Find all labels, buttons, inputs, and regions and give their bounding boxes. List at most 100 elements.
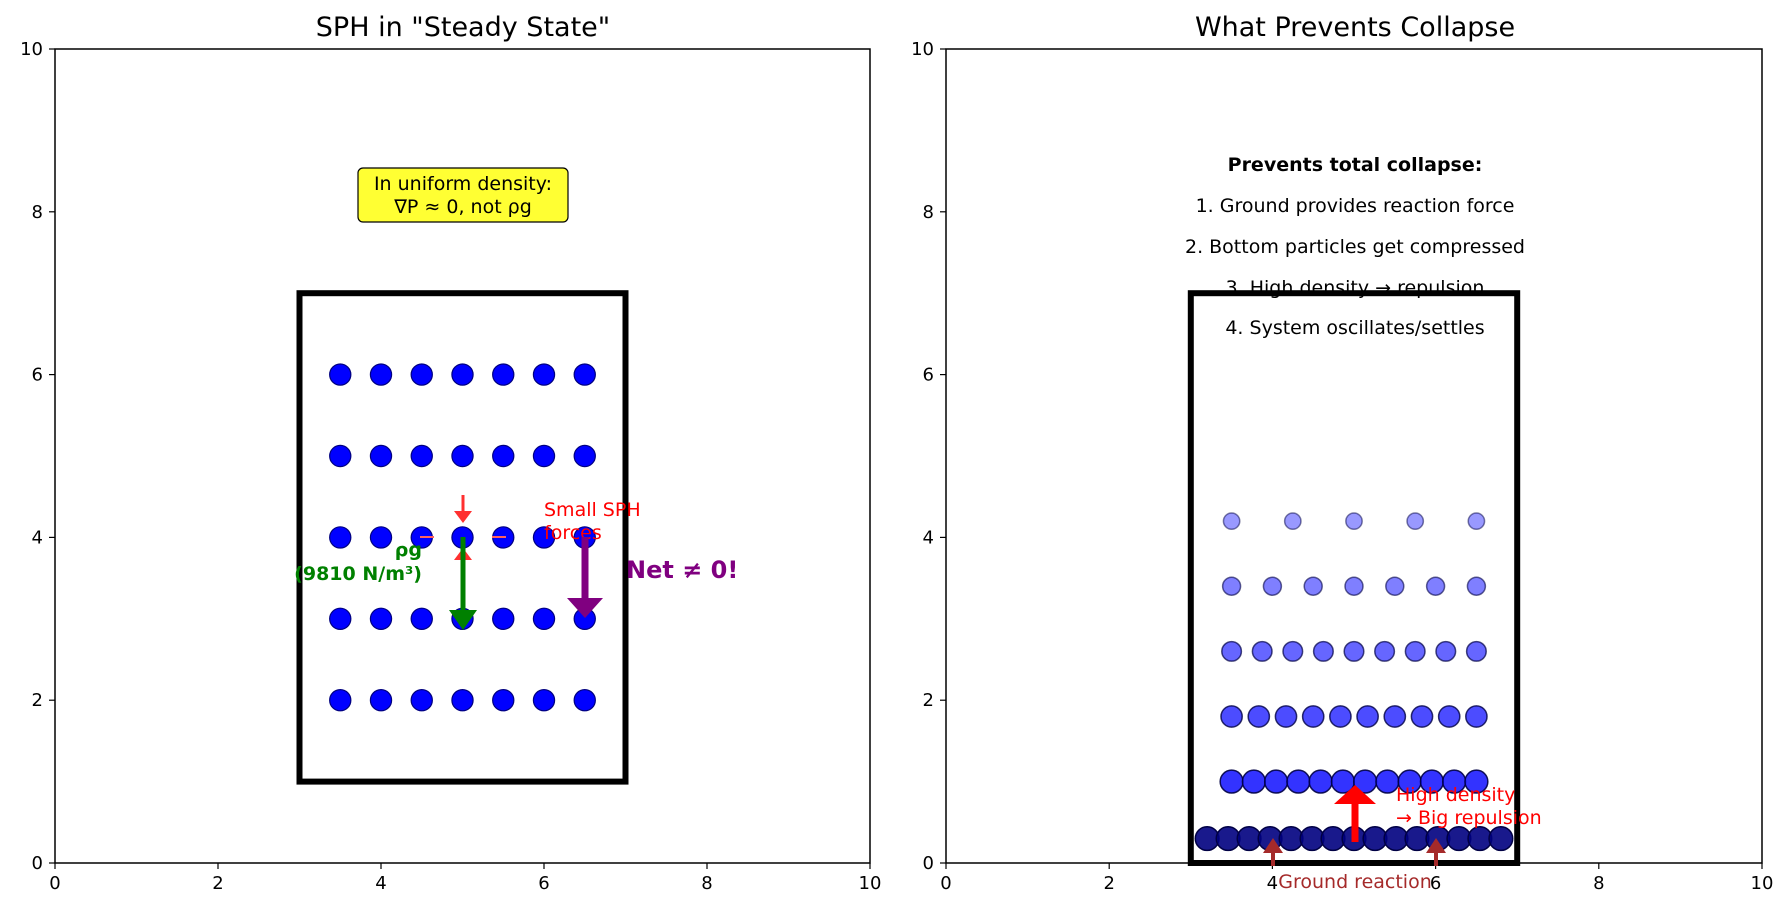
particle xyxy=(1329,705,1352,728)
particle xyxy=(1435,640,1457,662)
particle xyxy=(1467,512,1486,531)
particle xyxy=(492,689,515,712)
particle xyxy=(1374,640,1396,662)
gravity-arrow xyxy=(449,537,477,630)
x-tick-label: 2 xyxy=(212,873,223,894)
sph-label-line-1: Small SPH xyxy=(544,499,641,521)
particle xyxy=(1464,769,1489,794)
left-panel: SPH in "Steady State" 0 2 4 6 8 10 0 2 4 6 8 10 In … xyxy=(20,12,881,894)
particle xyxy=(1251,640,1273,662)
particle xyxy=(410,689,433,712)
particle xyxy=(329,607,352,630)
particle xyxy=(410,607,433,630)
y-tick-label: 2 xyxy=(923,690,934,711)
net-arrow-head xyxy=(567,598,603,618)
x-tick-label: 2 xyxy=(1103,873,1114,894)
particle xyxy=(1466,576,1487,596)
particle xyxy=(369,689,393,712)
particle xyxy=(573,689,596,712)
particle xyxy=(532,363,556,386)
particle xyxy=(1278,825,1304,852)
particle xyxy=(1286,769,1311,794)
y-tick-label: 0 xyxy=(32,853,43,874)
explanation-heading: Prevents total collapse: xyxy=(1228,154,1483,176)
particle xyxy=(1299,825,1325,852)
particle xyxy=(532,526,556,549)
particle xyxy=(451,444,474,468)
y-tick-label: 4 xyxy=(32,527,43,548)
particle xyxy=(1362,825,1388,852)
particle xyxy=(369,444,393,468)
gravity-arrow-head xyxy=(449,610,477,630)
particle xyxy=(1383,825,1409,852)
particle xyxy=(1194,825,1220,852)
particle xyxy=(492,444,515,468)
left-axis-ticks: 0 2 4 6 8 10 0 2 4 6 8 10 xyxy=(20,39,881,894)
x-tick-label: 0 xyxy=(49,873,60,894)
right-panel: What Prevents Collapse 0 2 4 6 8 10 0 2 4 6 8 10 Pr… xyxy=(911,12,1773,894)
particle xyxy=(1215,825,1241,852)
ground-reaction-arrows xyxy=(1263,838,1446,866)
particle xyxy=(1303,576,1323,596)
particle xyxy=(451,689,474,712)
x-tick-label: 8 xyxy=(701,873,712,894)
net-label: Net ≠ 0! xyxy=(626,556,738,584)
particle xyxy=(532,689,556,712)
particle xyxy=(1222,512,1241,531)
particle xyxy=(1282,640,1304,662)
particle xyxy=(492,607,515,630)
gravity-label-line-1: ρg xyxy=(395,539,422,561)
collapse-explanation: Prevents total collapse: 1. Ground provi… xyxy=(1185,154,1525,339)
particle xyxy=(1488,825,1514,852)
explanation-step-1: 1. Ground provides reaction force xyxy=(1196,195,1515,217)
x-tick-label: 4 xyxy=(375,873,386,894)
particle xyxy=(1356,705,1379,728)
particle xyxy=(1262,576,1283,596)
ground-arrow-right-head xyxy=(1426,838,1446,853)
x-tick-label: 4 xyxy=(1267,873,1278,894)
explanation-step-4: 4. System oscillates/settles xyxy=(1225,317,1484,339)
particle xyxy=(1383,705,1407,728)
particle xyxy=(532,607,556,630)
right-particles xyxy=(1194,512,1514,852)
y-tick-label: 6 xyxy=(32,365,43,386)
left-axes-frame xyxy=(54,48,871,864)
y-tick-label: 2 xyxy=(32,690,43,711)
y-tick-label: 4 xyxy=(923,527,934,548)
particle xyxy=(369,607,393,630)
sph-arrow-top-head xyxy=(454,511,472,523)
particle xyxy=(1308,769,1333,794)
particle xyxy=(1465,640,1487,662)
particle xyxy=(1385,576,1405,596)
particle xyxy=(329,444,352,468)
uniform-density-note: In uniform density: ∇P ≈ 0, not ρg xyxy=(357,167,569,223)
particle xyxy=(410,363,433,386)
particle xyxy=(1344,576,1364,596)
y-tick-label: 8 xyxy=(32,202,43,223)
particle xyxy=(573,444,596,468)
particle xyxy=(1220,705,1243,728)
particle xyxy=(1437,705,1461,728)
x-tick-label: 10 xyxy=(1751,873,1774,894)
particle xyxy=(1312,640,1334,662)
particle xyxy=(1467,825,1493,852)
ground-reaction-label: Ground reaction xyxy=(1278,871,1432,893)
explanation-step-3: 3. High density → repulsion xyxy=(1226,277,1485,299)
particle xyxy=(1410,705,1434,728)
particle xyxy=(1343,640,1365,662)
y-tick-label: 6 xyxy=(923,365,934,386)
repulsion-label-line-1: High density xyxy=(1396,784,1515,806)
particle xyxy=(1301,705,1325,728)
y-tick-label: 10 xyxy=(20,39,43,60)
x-tick-label: 8 xyxy=(1593,873,1604,894)
y-tick-label: 8 xyxy=(923,202,934,223)
particle xyxy=(329,363,352,386)
explanation-step-2: 2. Bottom particles get compressed xyxy=(1185,236,1525,258)
particle xyxy=(410,444,433,468)
right-axis-ticks: 0 2 4 6 8 10 0 2 4 6 8 10 xyxy=(911,39,1773,894)
particle xyxy=(1446,825,1472,852)
particle xyxy=(1404,640,1426,662)
particle xyxy=(369,526,393,549)
particle xyxy=(329,689,352,712)
